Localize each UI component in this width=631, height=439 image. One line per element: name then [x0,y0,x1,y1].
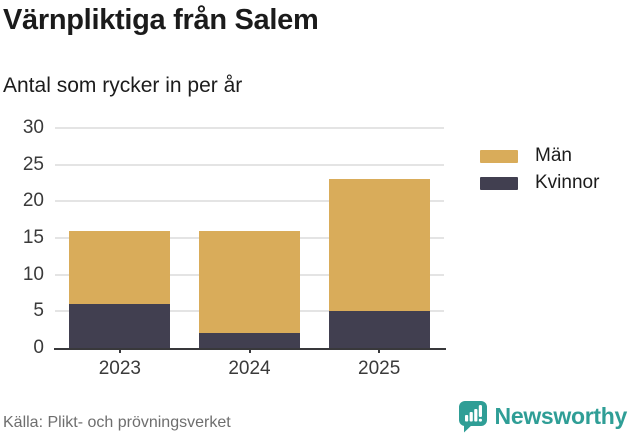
plot-area [54,127,446,353]
newsworthy-chart-bubble-icon [458,401,487,433]
x-tick-label-2024: 2024 [228,358,271,379]
y-tick-label: 25 [22,153,44,175]
x-tick-label-2025: 2025 [358,358,401,379]
legend-item-män: Män [480,145,599,166]
newsworthy-wordmark: Newsworthy [494,403,628,429]
y-tick-label: 0 [33,337,44,358]
legend-item-kvinnor: Kvinnor [480,172,600,193]
bar-segment-män-2023 [69,230,171,304]
source-note: Källa: Plikt- och prövningsverket [3,414,231,431]
newsworthy-logo: Newsworthy [458,400,627,433]
y-tick-label: 30 [22,117,44,138]
x-axis-tick [118,348,121,353]
legend-swatch-män [480,149,518,163]
bar-segment-män-2024 [199,230,300,334]
y-tick-label: 15 [22,227,44,248]
legend-label: Män [535,145,572,166]
bar-segment-kvinnor-2025 [328,311,430,348]
x-tick-label-2023: 2023 [98,358,141,379]
y-axis-labels: 0 5 10 15 20 25 30 [0,118,44,358]
legend-label: Kvinnor [535,172,600,193]
bar-segment-män-2025 [328,179,430,312]
x-axis-labels: 2023 2024 2025 [55,358,444,384]
y-tick-label: 5 [33,300,44,322]
x-axis-tick [248,348,251,353]
chart-subtitle: Antal som rycker in per år [3,74,243,97]
gridline [55,127,444,129]
x-axis-line [54,348,446,350]
bar-segment-kvinnor-2023 [69,304,171,348]
gridline [55,163,444,166]
x-axis-tick [378,348,381,353]
y-tick-label: 10 [22,263,44,285]
chart-legend: Män Kvinnor [480,145,600,201]
y-tick-label: 20 [22,190,44,212]
gridline [55,200,444,203]
legend-swatch-kvinnor [480,176,518,190]
bar-segment-kvinnor-2024 [199,333,300,348]
chart-title: Värnpliktiga från Salem [3,4,319,36]
